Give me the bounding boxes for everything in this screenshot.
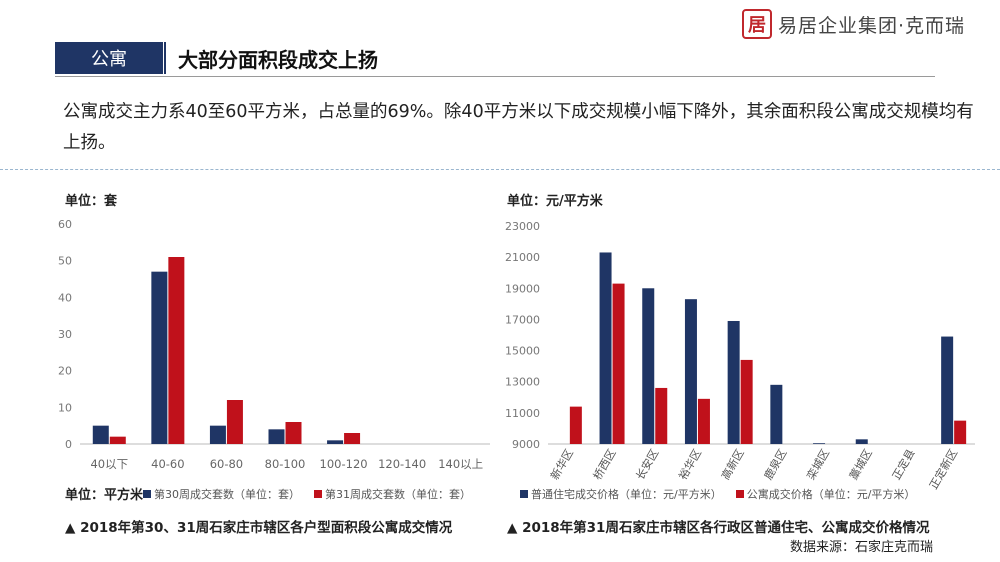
right-x-tick-label: 桥西区 [591, 447, 619, 482]
right-y-tick-label: 11000 [505, 407, 540, 420]
right-chart-legend: 普通住宅成交价格（单位：元/平方米） 公寓成交价格（单位：元/平方米） [520, 486, 929, 502]
right-x-tick-label: 藁城区 [847, 447, 875, 482]
data-source: 数据来源：石家庄克而瑞 [790, 540, 934, 555]
left-bar-series1 [209, 425, 226, 444]
section-tag-accent [164, 42, 170, 74]
legend-item: 第30周成交套数（单位：套） [143, 486, 300, 502]
right-bar-series1 [941, 336, 954, 444]
left-chart-caption: ▲ 2018年第30、31周石家庄市辖区各户型面积段公寓成交情况 [65, 520, 453, 536]
right-bar-series2 [954, 420, 967, 444]
left-x-tick-label: 100-120 [320, 457, 368, 471]
logo-seal: 居 [742, 9, 772, 39]
right-x-tick-label: 裕华区 [675, 447, 704, 483]
right-y-tick-label: 23000 [505, 220, 540, 233]
right-bar-series1 [684, 299, 697, 444]
legend-swatch [314, 490, 322, 498]
right-x-tick-label: 鹿泉区 [761, 447, 790, 483]
legend-label: 普通住宅成交价格（单位：元/平方米） [531, 488, 722, 501]
left-bar-series2 [226, 400, 243, 444]
right-y-tick-label: 17000 [505, 313, 540, 326]
right-x-tick-label: 高新区 [718, 447, 747, 483]
right-x-tick-label: 正定新区 [926, 447, 960, 492]
legend-label: 第31周成交套数（单位：套） [325, 488, 471, 501]
left-y-tick-label: 10 [58, 401, 72, 414]
right-y-tick-label: 19000 [505, 282, 540, 295]
right-x-tick-label: 新华区 [547, 447, 576, 483]
page-title: 大部分面积段成交上扬 [178, 48, 378, 72]
legend-swatch [735, 490, 744, 498]
dashed-divider [0, 169, 1000, 170]
logo-text: 易居企业集团·克而瑞 [778, 14, 966, 37]
left-x-tick-label: 40以下 [90, 457, 128, 471]
left-y-tick-label: 50 [58, 255, 72, 268]
left-bar-series2 [168, 257, 185, 444]
left-x-tick-label: 80-100 [265, 457, 306, 471]
left-y-tick-label: 30 [58, 328, 72, 341]
left-x-tick-label: 140以上 [438, 457, 483, 471]
right-bar-series1 [727, 320, 740, 444]
left-bar-series2 [109, 436, 126, 444]
left-chart-legend: 第30周成交套数（单位：套） 第31周成交套数（单位：套） [143, 486, 485, 502]
right-bar-series2 [740, 359, 753, 444]
legend-label: 第30周成交套数（单位：套） [154, 488, 300, 501]
right-x-tick-label: 正定县 [889, 447, 918, 483]
right-chart-unit: 单位：元/平方米 [507, 194, 603, 209]
left-bar-series2 [285, 422, 302, 444]
right-y-tick-label: 21000 [505, 251, 540, 264]
left-y-tick-label: 0 [65, 438, 72, 451]
left-y-tick-label: 60 [58, 218, 72, 231]
left-x-tick-label: 60-80 [210, 457, 243, 471]
legend-item: 普通住宅成交价格（单位：元/平方米） [520, 486, 722, 502]
left-bar-series1 [151, 271, 168, 444]
right-bar-series2 [655, 387, 668, 444]
left-y-tick-label: 20 [58, 365, 72, 378]
section-tag: 公寓 [55, 42, 163, 74]
company-logo: 居 易居企业集团·克而瑞 [742, 6, 992, 42]
right-chart-caption: ▲ 2018年第31周石家庄市辖区各行政区普通住宅、公寓成交价格情况 [507, 520, 930, 536]
legend-swatch [520, 490, 528, 498]
left-bar-series1 [92, 425, 109, 444]
right-y-tick-label: 15000 [505, 345, 540, 358]
left-y-tick-label: 40 [58, 291, 72, 304]
right-bar-series2 [612, 283, 625, 444]
right-bar-series1 [770, 384, 783, 444]
right-bar-series1 [599, 252, 612, 444]
left-chart-unit: 单位：套 [65, 194, 118, 209]
right-bar-series1 [642, 288, 655, 444]
right-y-tick-label: 13000 [505, 376, 540, 389]
legend-item: 公寓成交价格（单位：元/平方米） [735, 486, 916, 502]
right-x-tick-label: 长安区 [633, 447, 662, 483]
legend-swatch [143, 490, 151, 498]
legend-item: 第31周成交套数（单位：套） [314, 486, 471, 502]
title-underline [55, 76, 935, 77]
left-chart-x-unit: 单位：平方米 [65, 488, 144, 503]
right-bar-series1 [855, 439, 868, 444]
summary-text: 公寓成交主力系40至60平方米，占总量的69%。除40平方米以下成交规模小幅下降… [63, 102, 974, 153]
right-x-tick-label: 栾城区 [804, 447, 833, 483]
right-bar-series2 [697, 398, 710, 444]
left-x-tick-label: 120-140 [378, 457, 426, 471]
left-bar-series1 [268, 429, 285, 444]
right-bar-series1 [813, 443, 826, 444]
left-bar-series1 [327, 440, 344, 444]
left-x-tick-label: 40-60 [151, 457, 184, 471]
legend-label: 公寓成交价格（单位：元/平方米） [746, 488, 916, 501]
right-y-tick-label: 9000 [512, 438, 540, 451]
right-bar-series2 [569, 406, 582, 444]
left-bar-series2 [344, 433, 361, 444]
